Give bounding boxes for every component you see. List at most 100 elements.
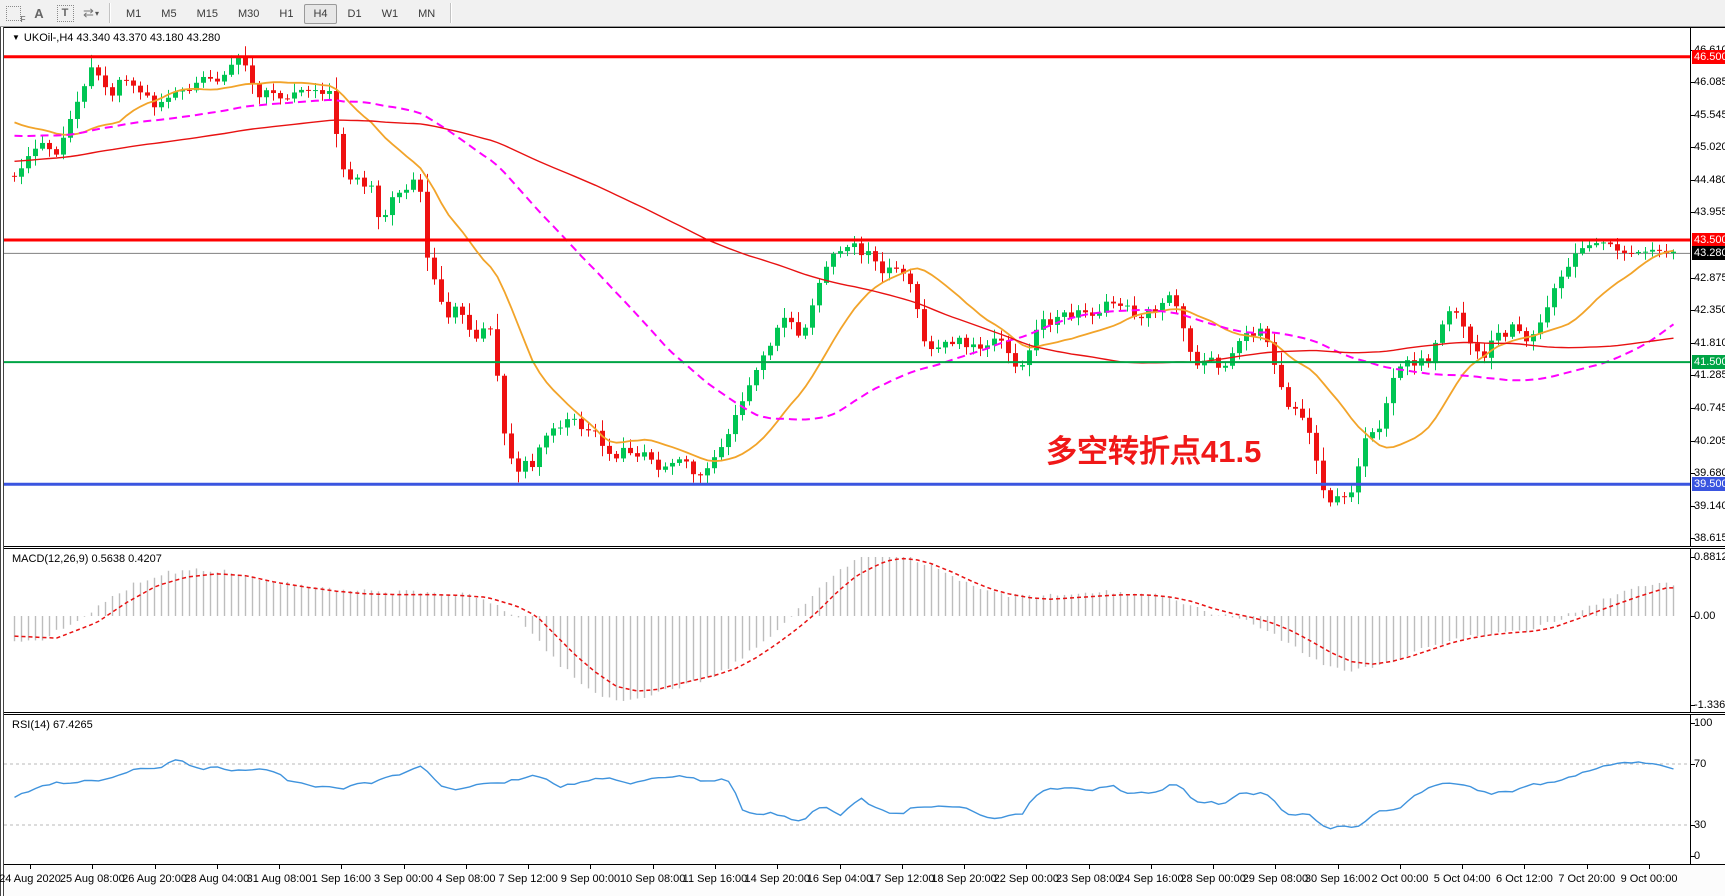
time-label: 9 Sep 00:00 [560, 873, 621, 885]
axis-label: 39.140 [1694, 500, 1725, 513]
time-label: 24 Aug 2020 [0, 873, 61, 885]
toolbar-separator [109, 3, 111, 23]
triangle-down-icon: ▼ [12, 33, 20, 42]
time-tick [30, 865, 31, 869]
time-tick [901, 865, 903, 869]
timeframe-button-m30[interactable]: M30 [237, 8, 260, 20]
time-label: 5 Oct 04:00 [1433, 873, 1491, 885]
macd-plot[interactable] [4, 549, 1690, 712]
time-label: 28 Aug 04:00 [184, 873, 250, 885]
time-tick [403, 865, 405, 869]
axis-tick [1691, 441, 1695, 443]
time-label: 29 Sep 08:00 [1242, 873, 1309, 885]
timeframe-button-mn[interactable]: MN [418, 8, 436, 20]
time-label: 3 Sep 00:00 [373, 873, 434, 885]
axis-label: 40.745 [1694, 402, 1725, 415]
time-label: 7 Sep 12:00 [498, 873, 558, 885]
time-label: 1 Sep 16:00 [311, 873, 372, 885]
rsi-plot[interactable] [4, 715, 1690, 864]
axis-tick [1691, 180, 1695, 182]
time-label: 4 Sep 08:00 [436, 873, 496, 885]
axis-tick [1691, 343, 1695, 345]
rsi-panel[interactable]: 100 70 30 0 RSI(14) 67.4265 [4, 712, 1725, 864]
time-tick [777, 865, 779, 869]
timeframe-button-m5[interactable]: M5 [161, 8, 177, 20]
price-badge: 46.500 [1692, 49, 1725, 64]
axis-label: 46.085 [1694, 76, 1725, 89]
dockable-f-icon[interactable]: F [2, 3, 26, 24]
cycle-arrows-icon[interactable]: ⇄ ▾ [80, 3, 102, 23]
axis-tick [1691, 764, 1695, 765]
axis-label: 45.545 [1694, 109, 1725, 122]
axis-tick [1691, 310, 1695, 312]
axis-label: 0.8812 [1694, 551, 1725, 563]
rsi-label: RSI(14) 67.4265 [12, 719, 93, 731]
axis-tick [1691, 825, 1695, 826]
price-axis: 46.61046.08545.54545.02044.48043.95542.8… [1690, 28, 1725, 546]
time-label: 23 Sep 08:00 [1055, 873, 1122, 885]
text-a-icon[interactable]: A [34, 5, 44, 21]
axis-tick [1691, 473, 1695, 475]
macd-panel[interactable]: 0.8812 0.00 -1.3368 MACD(12,26,9) 0.5638 0… [4, 546, 1725, 712]
axis-tick [1691, 408, 1695, 410]
text-box-icon[interactable]: T [54, 3, 76, 23]
time-label: 18 Sep 20:00 [931, 873, 997, 885]
time-tick [279, 865, 281, 869]
time-label: 16 Sep 04:00 [806, 873, 873, 885]
time-tick [1337, 865, 1339, 869]
time-label: 6 Oct 12:00 [1496, 873, 1553, 885]
timeframe-button-w1[interactable]: W1 [381, 8, 399, 20]
axis-label: 38.615 [1694, 532, 1725, 545]
toolbar-separator [450, 3, 453, 23]
axis-label: 43.955 [1694, 206, 1725, 219]
axis-label: 0.00 [1694, 610, 1716, 622]
macd-axis: 0.8812 0.00 -1.3368 [1690, 549, 1725, 712]
time-tick [1150, 865, 1152, 869]
t-box-glyph: T [56, 4, 74, 22]
time-tick [216, 865, 218, 869]
time-tick [465, 865, 467, 869]
axis-tick [1691, 557, 1695, 558]
axis-label: 0 [1694, 850, 1701, 862]
time-label: 31 Aug 08:00 [246, 873, 312, 885]
price-badge: 43.500 [1692, 232, 1725, 247]
rsi-axis: 100 70 30 0 [1690, 715, 1725, 864]
price-panel[interactable]: 46.61046.08545.54545.02044.48043.95542.8… [4, 27, 1725, 546]
time-label: 24 Sep 16:00 [1118, 873, 1184, 885]
axis-tick [1691, 115, 1695, 117]
axis-tick [1691, 856, 1695, 857]
price-badge: 41.500 [1692, 355, 1725, 370]
time-axis[interactable]: 24 Aug 2020 25 Aug 08:00 26 Aug 20:00 28 Au… [0, 864, 1725, 896]
axis-label: 39.680 [1694, 467, 1725, 480]
time-label: 14 Sep 20:00 [744, 873, 810, 885]
axis-tick [1691, 506, 1695, 508]
timeframe-button-d1[interactable]: D1 [347, 8, 362, 20]
time-tick [92, 865, 94, 869]
arrows-glyph: ⇄ [83, 5, 94, 20]
price-plot[interactable] [4, 28, 1690, 546]
timeframe-button-h4[interactable]: H4 [304, 4, 337, 24]
time-label: 30 Sep 16:00 [1304, 873, 1371, 885]
chart-window: 46.61046.08545.54545.02044.48043.95542.8… [0, 27, 1725, 896]
toolbar: F A T ⇄ ▾ M1 M5 M15 M30 H1 H4 D1 W1 MN [0, 0, 1725, 27]
axis-tick [1691, 82, 1695, 84]
axis-label: 42.875 [1694, 272, 1725, 285]
chart-title: ▼ UKOil-,H4 43.340 43.370 43.180 43.280 [12, 32, 220, 44]
axis-tick [1691, 538, 1695, 540]
timeframe-button-m15[interactable]: M15 [196, 8, 218, 20]
timeframe-button-m1[interactable]: M1 [126, 8, 142, 20]
chevron-down-icon: ▾ [94, 8, 99, 18]
time-label: 2 Oct 00:00 [1371, 873, 1429, 885]
axis-label: 30 [1694, 819, 1707, 831]
axis-label: 70 [1694, 758, 1707, 770]
time-tick [1524, 865, 1526, 869]
axis-tick [1691, 616, 1695, 617]
time-label: 22 Sep 00:00 [993, 873, 1060, 885]
time-tick [590, 865, 592, 869]
timeframe-button-h1[interactable]: H1 [279, 8, 294, 20]
time-tick [839, 865, 841, 869]
time-label: 11 Sep 16:00 [682, 873, 748, 885]
annotation-text: 多空转折点41.5 [1046, 434, 1262, 469]
time-label: 10 Sep 08:00 [619, 873, 686, 885]
axis-tick [1691, 278, 1695, 280]
